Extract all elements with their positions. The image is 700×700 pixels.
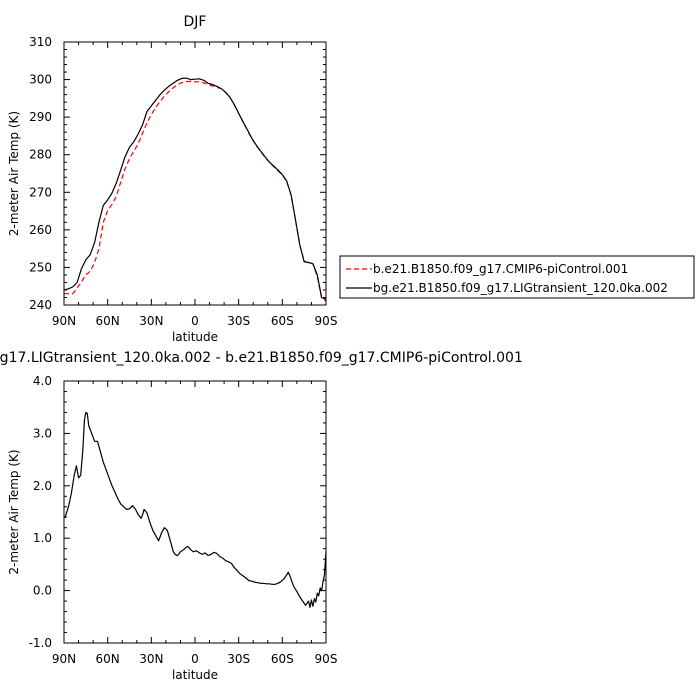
x-tick-label: 30S — [227, 652, 250, 666]
chart-title: DJF — [184, 14, 207, 30]
plot-frame — [63, 380, 327, 644]
x-tick-label: 60N — [96, 652, 120, 666]
x-tick-label: 30N — [139, 652, 163, 666]
y-tick-label: 1.0 — [33, 531, 52, 545]
y-tick-label: 240 — [29, 298, 52, 312]
y-tick-label: 270 — [29, 185, 52, 199]
x-tick-label: 0 — [191, 652, 199, 666]
chart-title: bg.e21.B1850.f09_g17.LIGtransient_120.0k… — [0, 350, 523, 366]
x-tick-label: 60S — [271, 314, 294, 328]
x-tick-label: 90S — [315, 652, 338, 666]
x-tick-label: 60S — [271, 652, 294, 666]
x-axis-label: latitude — [172, 330, 218, 344]
x-axis-label: latitude — [172, 668, 218, 682]
top-panel: DJF 90N 60N 30N 0 30S 60S 90S 240 250 260 270 280 290… — [7, 14, 695, 344]
x-tick-label: 90S — [315, 314, 338, 328]
x-tick-label: 60N — [96, 314, 120, 328]
y-tick-label: 310 — [29, 35, 52, 49]
y-tick-label: 290 — [29, 110, 52, 124]
x-tick-label: 30S — [227, 314, 250, 328]
series-line-2 — [63, 77, 327, 300]
legend-box — [339, 255, 695, 299]
series-line-1 — [63, 411, 327, 608]
y-tick-label: -1.0 — [29, 636, 52, 650]
plot-frame — [63, 41, 327, 306]
legend-label-1: b.e21.B1850.f09_g17.CMIP6-piControl.001 — [373, 262, 628, 276]
y-tick-label: 2.0 — [33, 479, 52, 493]
y-axis-label: 2-meter Air Temp (K) — [7, 111, 21, 236]
y-tick-label: 260 — [29, 223, 52, 237]
y-tick-label: 3.0 — [33, 426, 52, 440]
y-axis-label: 2-meter Air Temp (K) — [7, 449, 21, 574]
y-tick-label: 300 — [29, 73, 52, 87]
bottom-panel: bg.e21.B1850.f09_g17.LIGtransient_120.0k… — [0, 350, 523, 682]
legend-label-2: bg.e21.B1850.f09_g17.LIGtransient_120.0k… — [373, 281, 668, 295]
y-tick-label: 280 — [29, 148, 52, 162]
y-tick-label: 4.0 — [33, 374, 52, 388]
x-tick-label: 0 — [191, 314, 199, 328]
x-tick-label: 90N — [52, 314, 76, 328]
x-tick-label: 90N — [52, 652, 76, 666]
y-tick-label: 250 — [29, 260, 52, 274]
series-line-1 — [64, 80, 327, 302]
x-tick-label: 30N — [139, 314, 163, 328]
y-tick-label: 0.0 — [33, 584, 52, 598]
